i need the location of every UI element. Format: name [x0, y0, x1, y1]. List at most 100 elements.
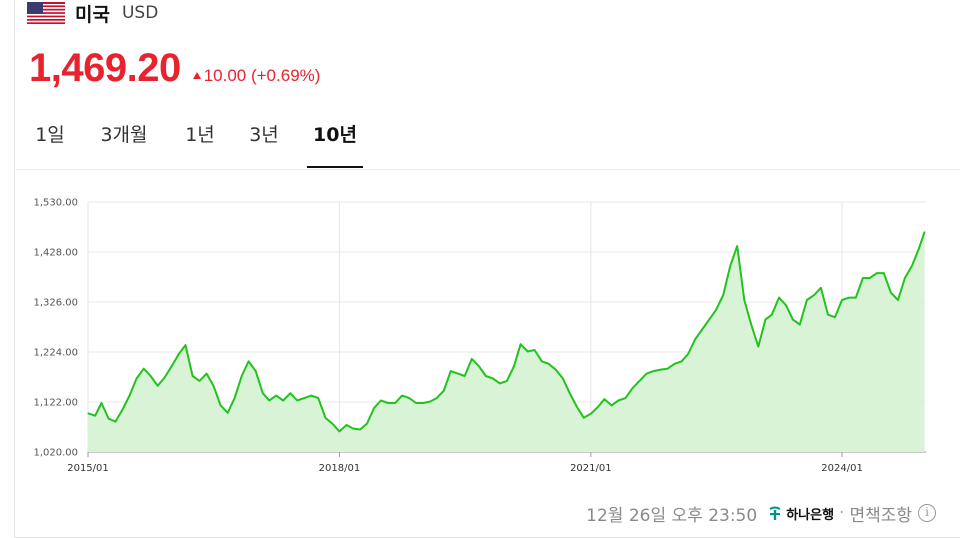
data-point: [527, 350, 529, 353]
data-point: [128, 395, 131, 397]
data-point: [282, 399, 284, 402]
data-point: [164, 376, 166, 379]
data-point: [834, 316, 836, 318]
data-point: [331, 423, 333, 425]
data-point: [750, 323, 752, 326]
data-point: [646, 373, 648, 375]
data-point: [220, 404, 222, 406]
tab-3year[interactable]: 3년: [249, 124, 279, 146]
data-point: [806, 299, 808, 301]
data-point: [590, 413, 592, 415]
data-point: [192, 375, 194, 377]
data-point: [450, 370, 452, 372]
data-point: [624, 397, 627, 399]
data-point: [722, 294, 724, 296]
data-point: [813, 294, 815, 296]
disclaimer-link[interactable]: 면책조항: [849, 505, 912, 526]
data-point: [380, 399, 382, 402]
data-point: [883, 272, 885, 274]
data-point: [387, 402, 389, 404]
y-tick-label: 1,224.00: [33, 348, 78, 359]
data-point: [681, 360, 683, 362]
bank-name: 하나은행: [786, 507, 835, 523]
x-tick-label: 2021/01: [570, 463, 612, 474]
data-point: [171, 365, 173, 367]
x-tick-label: 2015/01: [67, 463, 109, 474]
tab-10year[interactable]: 10년: [307, 120, 363, 168]
data-point: [555, 369, 557, 371]
data-point: [701, 328, 703, 331]
data-point: [206, 373, 208, 375]
data-point: [785, 304, 787, 306]
data-point: [436, 397, 438, 399]
data-point: [638, 380, 641, 382]
data-point: [268, 399, 270, 402]
data-point: [100, 402, 103, 404]
data-point: [262, 392, 264, 394]
data-point: [911, 265, 913, 267]
data-point: [820, 287, 822, 289]
data-point: [275, 395, 277, 397]
separator: ·: [839, 503, 845, 523]
data-point: [778, 297, 780, 299]
data-point: [136, 377, 138, 380]
us-flag-icon: [27, 2, 65, 24]
data-point: [862, 277, 864, 279]
data-point: [478, 365, 480, 367]
data-point: [184, 344, 187, 346]
data-point: [143, 368, 145, 370]
data-point: [771, 314, 773, 316]
data-point: [415, 402, 417, 404]
info-icon[interactable]: i: [918, 504, 936, 522]
data-point: [660, 369, 662, 371]
data-point: [674, 363, 676, 365]
data-point: [924, 231, 926, 233]
data-point: [708, 319, 710, 321]
data-point: [94, 415, 96, 417]
series-area-fill: [88, 231, 925, 452]
data-point: [799, 323, 801, 326]
data-point: [757, 346, 759, 348]
data-point: [603, 398, 606, 400]
x-tick-label: 2018/01: [319, 463, 361, 474]
data-point: [715, 309, 717, 311]
data-point: [492, 377, 494, 380]
update-timestamp: 12월 26일 오후 23:50: [586, 505, 758, 526]
data-point: [610, 404, 613, 406]
tab-1day[interactable]: 1일: [35, 124, 65, 146]
tab-1year[interactable]: 1년: [185, 124, 215, 146]
data-point: [597, 406, 599, 408]
data-point: [227, 412, 229, 414]
data-point: [401, 395, 403, 397]
data-point: [457, 373, 459, 375]
data-point: [408, 397, 410, 399]
data-point: [666, 368, 669, 370]
exchange-rate-chart[interactable]: 1,530.00 1,428.00 1,326.00 1,224.00 1,122.00…: [0, 185, 960, 485]
data-point: [352, 427, 354, 430]
data-point: [422, 402, 424, 404]
data-point: [471, 358, 473, 360]
data-point: [499, 382, 501, 384]
data-point: [897, 299, 899, 301]
data-point: [303, 397, 305, 399]
data-point: [108, 418, 110, 420]
currency-header: 미국 USD: [27, 0, 158, 26]
data-point: [562, 377, 564, 380]
data-point: [178, 353, 180, 355]
data-point: [541, 360, 543, 362]
x-tick-label: 2024/01: [821, 463, 863, 474]
y-tick-label: 1,428.00: [33, 248, 78, 259]
currency-code: USD: [121, 3, 159, 23]
chart-footer: 12월 26일 오후 23:50 하나은행 · 면책조항 i: [586, 500, 936, 526]
data-point: [792, 319, 794, 321]
tab-3month[interactable]: 3개월: [100, 124, 148, 146]
data-point: [729, 265, 731, 267]
data-point: [890, 292, 892, 294]
quote-row: 1,469.20 10.00 (+0.69%): [29, 46, 320, 91]
data-point: [366, 423, 368, 425]
data-point: [534, 349, 536, 351]
data-point: [87, 412, 89, 414]
data-point: [429, 400, 431, 403]
y-tick-label: 1,326.00: [33, 298, 78, 309]
data-point: [394, 402, 396, 404]
